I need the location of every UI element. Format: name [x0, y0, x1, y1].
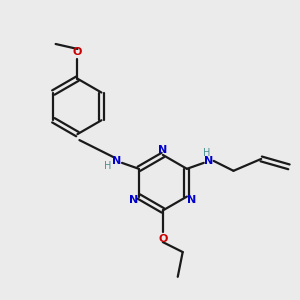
Text: N: N — [187, 194, 196, 205]
Text: N: N — [204, 156, 213, 166]
Text: H: H — [203, 148, 210, 158]
Text: N: N — [129, 194, 139, 205]
Text: O: O — [158, 234, 168, 244]
Text: H: H — [104, 161, 112, 171]
Text: N: N — [158, 145, 167, 155]
Text: N: N — [112, 156, 122, 166]
Text: O: O — [73, 47, 82, 57]
